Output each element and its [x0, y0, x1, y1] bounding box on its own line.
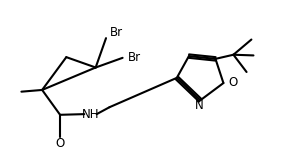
Text: Br: Br [127, 51, 141, 64]
Text: Br: Br [110, 26, 123, 39]
Text: NH: NH [82, 108, 99, 121]
Text: O: O [229, 76, 238, 89]
Text: N: N [194, 99, 203, 112]
Text: O: O [56, 137, 65, 150]
